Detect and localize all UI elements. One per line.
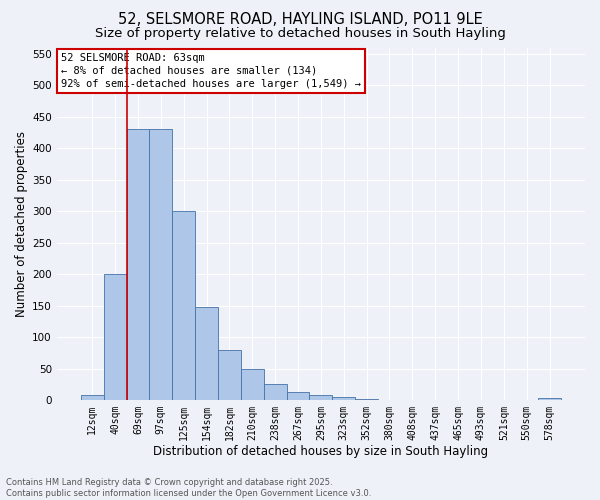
Bar (218, 350, 241, 400)
Text: Contains HM Land Registry data © Crown copyright and database right 2025.
Contai: Contains HM Land Registry data © Crown c… (6, 478, 371, 498)
X-axis label: Distribution of detached houses by size in South Hayling: Distribution of detached houses by size … (154, 444, 488, 458)
Bar (104, 274, 127, 400)
Bar (264, 384, 287, 400)
Bar (127, 130, 149, 400)
Text: 52, SELSMORE ROAD, HAYLING ISLAND, PO11 9LE: 52, SELSMORE ROAD, HAYLING ISLAND, PO11 … (118, 12, 482, 28)
Bar (241, 368, 264, 400)
Bar (149, 130, 172, 400)
Bar (172, 212, 195, 400)
Text: Size of property relative to detached houses in South Hayling: Size of property relative to detached ho… (95, 28, 505, 40)
Bar (332, 397, 355, 400)
Bar (81, 395, 104, 400)
Bar (355, 399, 378, 400)
Bar (538, 398, 561, 400)
Bar (195, 307, 218, 400)
Bar (287, 392, 310, 400)
Bar (310, 395, 332, 400)
Y-axis label: Number of detached properties: Number of detached properties (15, 131, 28, 317)
Text: 52 SELSMORE ROAD: 63sqm
← 8% of detached houses are smaller (134)
92% of semi-de: 52 SELSMORE ROAD: 63sqm ← 8% of detached… (61, 53, 361, 89)
